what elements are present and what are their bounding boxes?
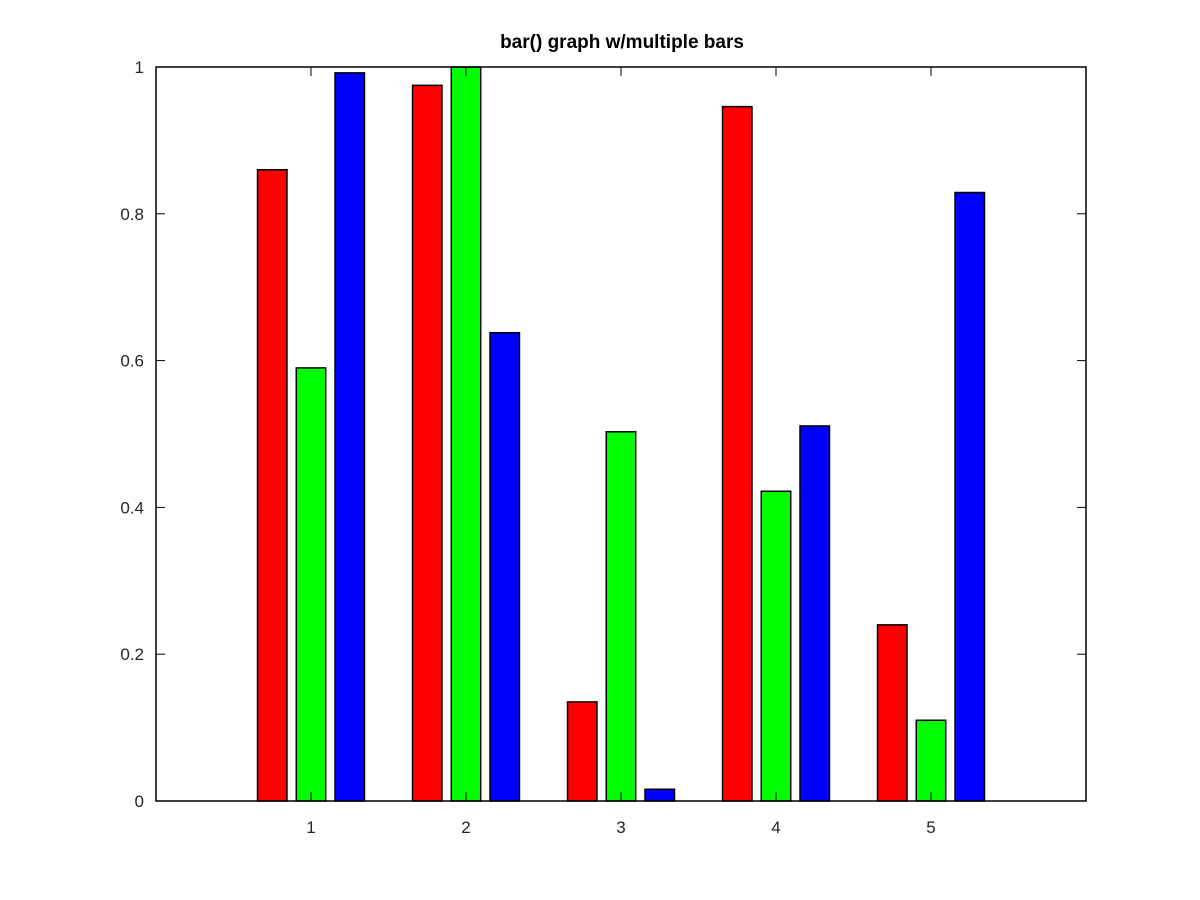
bar-series2-cat4 bbox=[760, 490, 792, 802]
bar-series3-cat3 bbox=[644, 788, 676, 802]
ticks-layer: 1 2 3 4 5 0 0.2 0.4 0.6 0.8 1 bbox=[120, 58, 1086, 837]
bar-series3-cat5 bbox=[954, 191, 986, 802]
bar-series3-cat2 bbox=[489, 331, 521, 802]
x-tick-label: 5 bbox=[926, 818, 935, 837]
chart-title: bar() graph w/multiple bars bbox=[500, 32, 744, 53]
y-tick-label: 0.8 bbox=[120, 205, 144, 224]
bar-series2-cat5 bbox=[915, 719, 947, 802]
bar-series3-cat1 bbox=[334, 72, 366, 802]
bar-series1-cat4 bbox=[721, 105, 753, 802]
bar-series3-cat4 bbox=[799, 425, 831, 802]
bar-series1-cat1 bbox=[256, 169, 288, 802]
x-tick-label: 2 bbox=[461, 818, 470, 837]
bar-series1-cat3 bbox=[566, 701, 598, 802]
y-tick-label: 0.2 bbox=[120, 645, 144, 664]
bar-series2-cat3 bbox=[605, 431, 637, 802]
y-tick-label: 0.6 bbox=[120, 352, 144, 371]
bar-series1-cat2 bbox=[411, 84, 443, 802]
y-tick-label: 1 bbox=[135, 58, 144, 77]
y-tick-label: 0 bbox=[135, 792, 144, 811]
bar-series1-cat5 bbox=[876, 624, 908, 802]
x-tick-label: 4 bbox=[771, 818, 780, 837]
bar-series2-cat2 bbox=[450, 66, 482, 802]
bar-series2-cat1 bbox=[295, 367, 327, 802]
x-tick-label: 1 bbox=[306, 818, 315, 837]
y-tick-label: 0.4 bbox=[120, 498, 144, 517]
x-tick-label: 3 bbox=[616, 818, 625, 837]
bars-layer bbox=[256, 66, 986, 802]
